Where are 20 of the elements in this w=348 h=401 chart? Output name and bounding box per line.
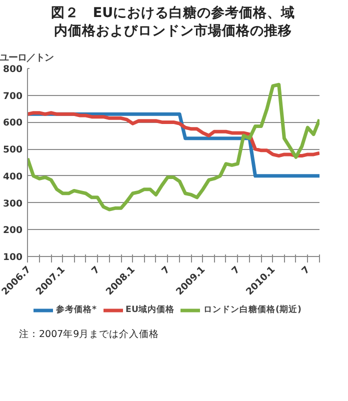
line-series (28, 83, 320, 212)
y-tick-label: 700 (3, 91, 24, 102)
y-tick-label: 100 (3, 252, 24, 264)
line-series (28, 112, 320, 158)
y-tick-label: 200 (3, 226, 24, 237)
y-axis-title: ユーロ／トン (0, 52, 54, 64)
text: 注：2007年9月までは介入価格 (19, 328, 160, 342)
legend-label: EU域内価格 (126, 304, 174, 316)
y-tick-label: 800 (3, 64, 24, 76)
x-tick-label: 7 (230, 264, 242, 278)
y-tick-label: 600 (3, 118, 24, 130)
x-tick-label: 7 (90, 264, 102, 278)
y-tick-label: 500 (3, 145, 24, 156)
chart-title: 図２ EUにおける白糖の参考価格、域内価格およびロンドン市場価格の推移 (50, 4, 296, 40)
x-tick-label: 7 (300, 264, 312, 278)
x-tick-label: 7 (160, 264, 172, 278)
y-tick-label: 400 (3, 172, 24, 183)
legend-label: ロンドン白糖価格(期近) (203, 304, 302, 316)
legend-label: 参考価格* (56, 304, 97, 316)
y-tick-label: 300 (3, 198, 24, 210)
